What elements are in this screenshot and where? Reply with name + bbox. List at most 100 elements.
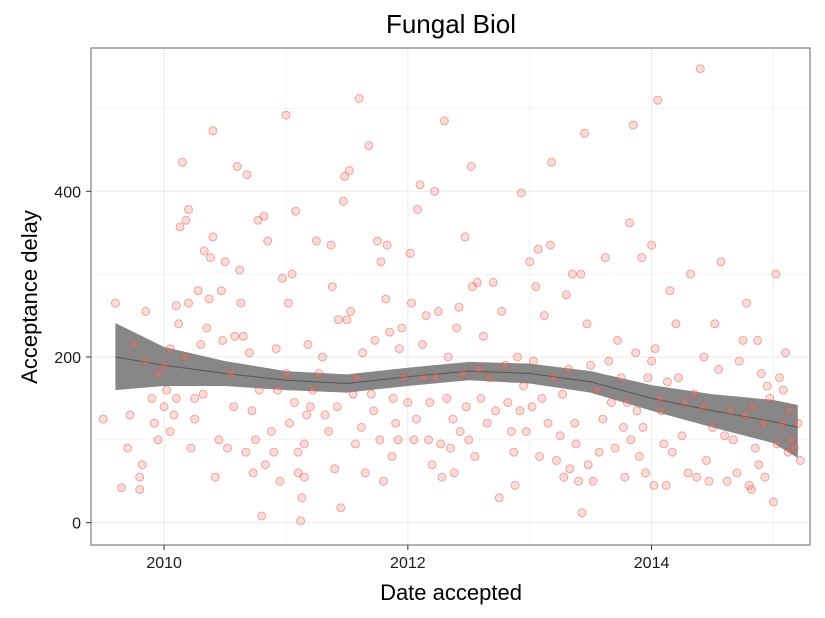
data-point	[567, 269, 577, 279]
data-point	[175, 222, 185, 232]
data-point	[303, 340, 313, 349]
data-point	[388, 393, 398, 403]
data-point	[760, 472, 770, 482]
data-point	[784, 406, 794, 416]
data-point	[576, 269, 586, 279]
data-point	[665, 286, 675, 296]
data-point	[344, 166, 354, 176]
data-point	[299, 439, 309, 449]
y-axis-title: Acceptance delay	[17, 210, 42, 384]
data-point	[314, 369, 324, 378]
data-point	[419, 373, 429, 383]
data-point	[583, 460, 593, 470]
data-point	[747, 485, 756, 494]
data-point	[632, 406, 642, 416]
data-point	[403, 398, 413, 407]
data-point	[242, 170, 252, 180]
data-point	[218, 335, 228, 345]
data-point	[291, 206, 301, 216]
data-point	[525, 257, 535, 267]
data-point	[701, 456, 711, 465]
data-point	[184, 298, 193, 308]
data-point	[662, 377, 672, 387]
data-point	[135, 485, 145, 494]
data-point	[354, 94, 364, 103]
data-point	[561, 290, 571, 300]
data-point	[781, 348, 791, 358]
data-point	[430, 186, 440, 196]
data-point	[208, 126, 218, 136]
data-point	[732, 468, 742, 478]
data-point	[259, 211, 269, 221]
data-point	[290, 398, 299, 407]
data-point	[659, 439, 669, 449]
data-point	[510, 480, 520, 490]
data-point	[647, 356, 657, 366]
data-point	[297, 493, 307, 503]
data-point	[381, 294, 391, 304]
data-point	[171, 393, 181, 403]
data-point	[485, 373, 494, 383]
data-point	[539, 311, 549, 321]
data-point	[714, 364, 724, 374]
data-point	[638, 422, 648, 432]
data-point	[382, 240, 392, 250]
data-point	[564, 364, 574, 374]
data-point	[181, 215, 191, 225]
data-point	[748, 402, 758, 412]
data-point	[778, 385, 788, 395]
data-point	[466, 162, 476, 171]
data-point	[364, 141, 374, 151]
data-point	[394, 344, 404, 354]
data-point	[683, 468, 693, 478]
data-point	[610, 443, 620, 453]
data-point	[263, 236, 273, 246]
data-point	[750, 443, 760, 453]
data-point	[230, 331, 240, 341]
data-point	[726, 406, 736, 416]
data-point	[446, 443, 455, 453]
y-axis: 0 200 400	[54, 184, 91, 533]
data-point	[421, 311, 431, 321]
data-point	[547, 157, 557, 167]
data-point	[305, 402, 315, 412]
data-point	[449, 468, 459, 478]
data-point	[710, 319, 720, 329]
data-point	[393, 435, 403, 445]
x-tick-label: 2010	[146, 555, 182, 572]
data-point	[754, 460, 764, 470]
data-point	[299, 472, 309, 482]
confidence-ribbon	[115, 323, 798, 458]
data-point	[433, 306, 443, 316]
data-point	[149, 418, 159, 428]
data-point	[698, 402, 708, 412]
data-point	[753, 335, 763, 345]
data-point	[720, 431, 730, 441]
data-point	[324, 427, 334, 436]
data-point	[625, 218, 635, 228]
data-point	[159, 402, 169, 412]
data-point	[699, 352, 709, 362]
x-axis-title: Date accepted	[380, 580, 522, 605]
data-point	[515, 406, 525, 416]
data-point	[497, 306, 507, 316]
data-point	[582, 319, 592, 329]
data-point	[162, 385, 172, 395]
x-tick-label: 2014	[634, 555, 670, 572]
data-point	[125, 410, 135, 420]
data-point	[649, 480, 659, 490]
data-point	[342, 315, 352, 325]
grid-layer	[91, 48, 810, 545]
y-tick-label: 400	[54, 184, 81, 201]
data-point	[413, 205, 423, 214]
data-point	[513, 352, 522, 362]
data-point	[606, 398, 616, 407]
data-point	[257, 511, 267, 521]
data-point	[171, 301, 181, 311]
data-point	[269, 447, 279, 457]
data-point	[425, 398, 435, 407]
data-point	[226, 369, 236, 378]
data-point	[655, 393, 665, 403]
data-point	[464, 435, 474, 445]
data-point	[474, 364, 483, 374]
